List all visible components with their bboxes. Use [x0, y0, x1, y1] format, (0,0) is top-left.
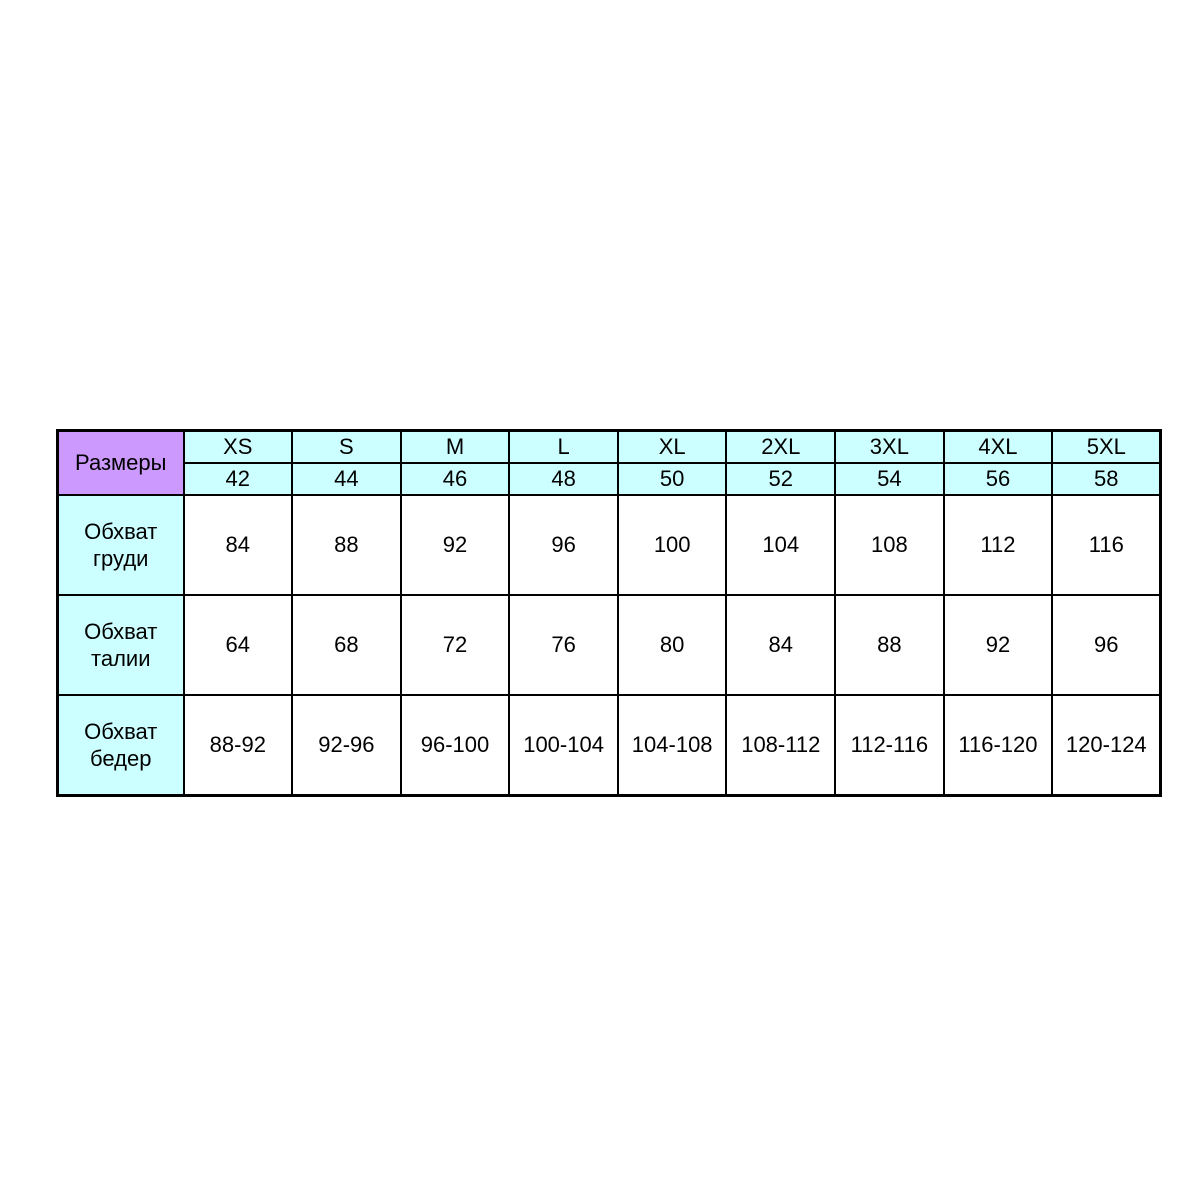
- waist-value-xs: 64: [182, 594, 294, 696]
- hip-value-xl: 104-108: [616, 694, 728, 797]
- waist-value-m: 72: [399, 594, 511, 696]
- chest-girth-row: Обхват груди 84 88 92 96 100 104 108 112…: [56, 494, 1162, 596]
- russian-size-54: 54: [834, 462, 945, 496]
- size-header-xs: XS: [182, 429, 294, 464]
- waist-value-5xl: 96: [1051, 594, 1162, 696]
- size-header-2xl: 2XL: [725, 429, 837, 464]
- hip-value-m: 96-100: [399, 694, 511, 797]
- chest-value-2xl: 104: [725, 494, 837, 596]
- chest-value-m: 92: [399, 494, 511, 596]
- hip-value-3xl: 112-116: [834, 694, 945, 797]
- size-letters-row: Размеры XS S M L XL 2XL 3XL 4XL 5XL: [56, 429, 1162, 496]
- size-header-5xl: 5XL: [1051, 429, 1162, 464]
- size-header-s: S: [291, 429, 402, 464]
- russian-size-44: 44: [291, 462, 402, 496]
- size-header-4xl: 4XL: [942, 429, 1054, 464]
- waist-value-s: 68: [291, 594, 402, 696]
- size-chart-table: Размеры XS S M L XL 2XL 3XL 4XL 5XL 42 4…: [56, 429, 1163, 797]
- row-label-hip-girth: Обхват бедер: [56, 694, 185, 797]
- size-header-l: L: [508, 429, 619, 464]
- waist-value-2xl: 84: [725, 594, 837, 696]
- russian-size-42: 42: [182, 462, 294, 496]
- waist-value-3xl: 88: [834, 594, 945, 696]
- row-label-waist-girth: Обхват талии: [56, 594, 185, 696]
- chest-value-s: 88: [291, 494, 402, 596]
- corner-cell-sizes: Размеры: [56, 429, 185, 496]
- hip-value-5xl: 120-124: [1051, 694, 1162, 797]
- size-chart-container: Размеры XS S M L XL 2XL 3XL 4XL 5XL 42 4…: [56, 429, 1163, 797]
- waist-girth-row: Обхват талии 64 68 72 76 80 84 88 92 96: [56, 594, 1162, 696]
- russian-size-50: 50: [616, 462, 728, 496]
- waist-value-xl: 80: [616, 594, 728, 696]
- chest-value-l: 96: [508, 494, 619, 596]
- hip-value-l: 100-104: [508, 694, 619, 797]
- russian-size-46: 46: [399, 462, 511, 496]
- chest-value-3xl: 108: [834, 494, 945, 596]
- chest-value-4xl: 112: [942, 494, 1054, 596]
- waist-value-l: 76: [508, 594, 619, 696]
- chest-value-xl: 100: [616, 494, 728, 596]
- hip-value-s: 92-96: [291, 694, 402, 797]
- chest-value-xs: 84: [182, 494, 294, 596]
- hip-value-4xl: 116-120: [942, 694, 1054, 797]
- size-header-m: M: [399, 429, 511, 464]
- hip-girth-row: Обхват бедер 88-92 92-96 96-100 100-104 …: [56, 694, 1162, 797]
- russian-size-52: 52: [725, 462, 837, 496]
- russian-size-56: 56: [942, 462, 1054, 496]
- russian-size-58: 58: [1051, 462, 1162, 496]
- russian-sizes-row: 42 44 46 48 50 52 54 56 58: [58, 462, 1162, 496]
- russian-size-48: 48: [508, 462, 619, 496]
- hip-value-2xl: 108-112: [725, 694, 837, 797]
- hip-value-xs: 88-92: [182, 694, 294, 797]
- size-header-xl: XL: [616, 429, 728, 464]
- waist-value-4xl: 92: [942, 594, 1054, 696]
- size-header-3xl: 3XL: [834, 429, 945, 464]
- row-label-chest-girth: Обхват груди: [56, 494, 185, 596]
- chest-value-5xl: 116: [1051, 494, 1162, 596]
